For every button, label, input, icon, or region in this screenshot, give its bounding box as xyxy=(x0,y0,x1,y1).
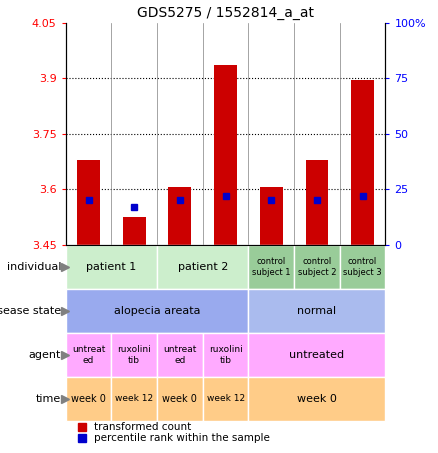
Bar xyxy=(203,23,248,245)
Bar xyxy=(340,23,385,245)
Bar xyxy=(203,333,248,377)
Text: percentile rank within the sample: percentile rank within the sample xyxy=(95,433,270,443)
Bar xyxy=(66,245,157,289)
Text: week 12: week 12 xyxy=(115,394,153,403)
Text: untreat
ed: untreat ed xyxy=(163,345,197,365)
Text: alopecia areata: alopecia areata xyxy=(114,306,200,316)
Bar xyxy=(66,377,111,421)
Bar xyxy=(214,65,237,245)
Bar xyxy=(123,217,145,245)
Bar xyxy=(305,160,328,245)
Bar xyxy=(248,23,294,245)
Text: patient 1: patient 1 xyxy=(86,262,137,272)
Bar xyxy=(248,377,385,421)
Bar xyxy=(66,333,111,377)
Bar xyxy=(248,289,385,333)
Bar xyxy=(248,245,294,289)
Text: untreated: untreated xyxy=(290,350,344,360)
Bar xyxy=(111,333,157,377)
Text: individual: individual xyxy=(7,262,61,272)
Text: agent: agent xyxy=(29,350,61,360)
Text: time: time xyxy=(36,394,61,404)
Text: week 0: week 0 xyxy=(297,394,337,404)
Bar xyxy=(157,333,203,377)
Bar xyxy=(66,23,111,245)
Text: week 0: week 0 xyxy=(162,394,198,404)
Text: ruxolini
tib: ruxolini tib xyxy=(208,345,243,365)
Text: untreat
ed: untreat ed xyxy=(72,345,105,365)
Text: control
subject 1: control subject 1 xyxy=(252,257,290,277)
Bar xyxy=(66,289,248,333)
Bar xyxy=(169,188,191,245)
Bar xyxy=(203,377,248,421)
Bar xyxy=(157,23,203,245)
Bar xyxy=(157,377,203,421)
Text: ruxolini
tib: ruxolini tib xyxy=(117,345,151,365)
Bar xyxy=(77,160,100,245)
Bar xyxy=(351,80,374,245)
Text: week 0: week 0 xyxy=(71,394,106,404)
Text: transformed count: transformed count xyxy=(95,422,192,432)
Text: patient 2: patient 2 xyxy=(177,262,228,272)
Bar xyxy=(260,188,283,245)
Text: disease state: disease state xyxy=(0,306,61,316)
Bar xyxy=(248,333,385,377)
Title: GDS5275 / 1552814_a_at: GDS5275 / 1552814_a_at xyxy=(137,6,314,20)
Text: week 12: week 12 xyxy=(206,394,245,403)
Bar xyxy=(294,245,340,289)
Text: normal: normal xyxy=(297,306,336,316)
Bar xyxy=(340,245,385,289)
Text: control
subject 2: control subject 2 xyxy=(298,257,336,277)
Bar xyxy=(294,23,340,245)
Bar xyxy=(157,245,248,289)
Bar xyxy=(111,377,157,421)
Text: control
subject 3: control subject 3 xyxy=(343,257,382,277)
Bar xyxy=(111,23,157,245)
